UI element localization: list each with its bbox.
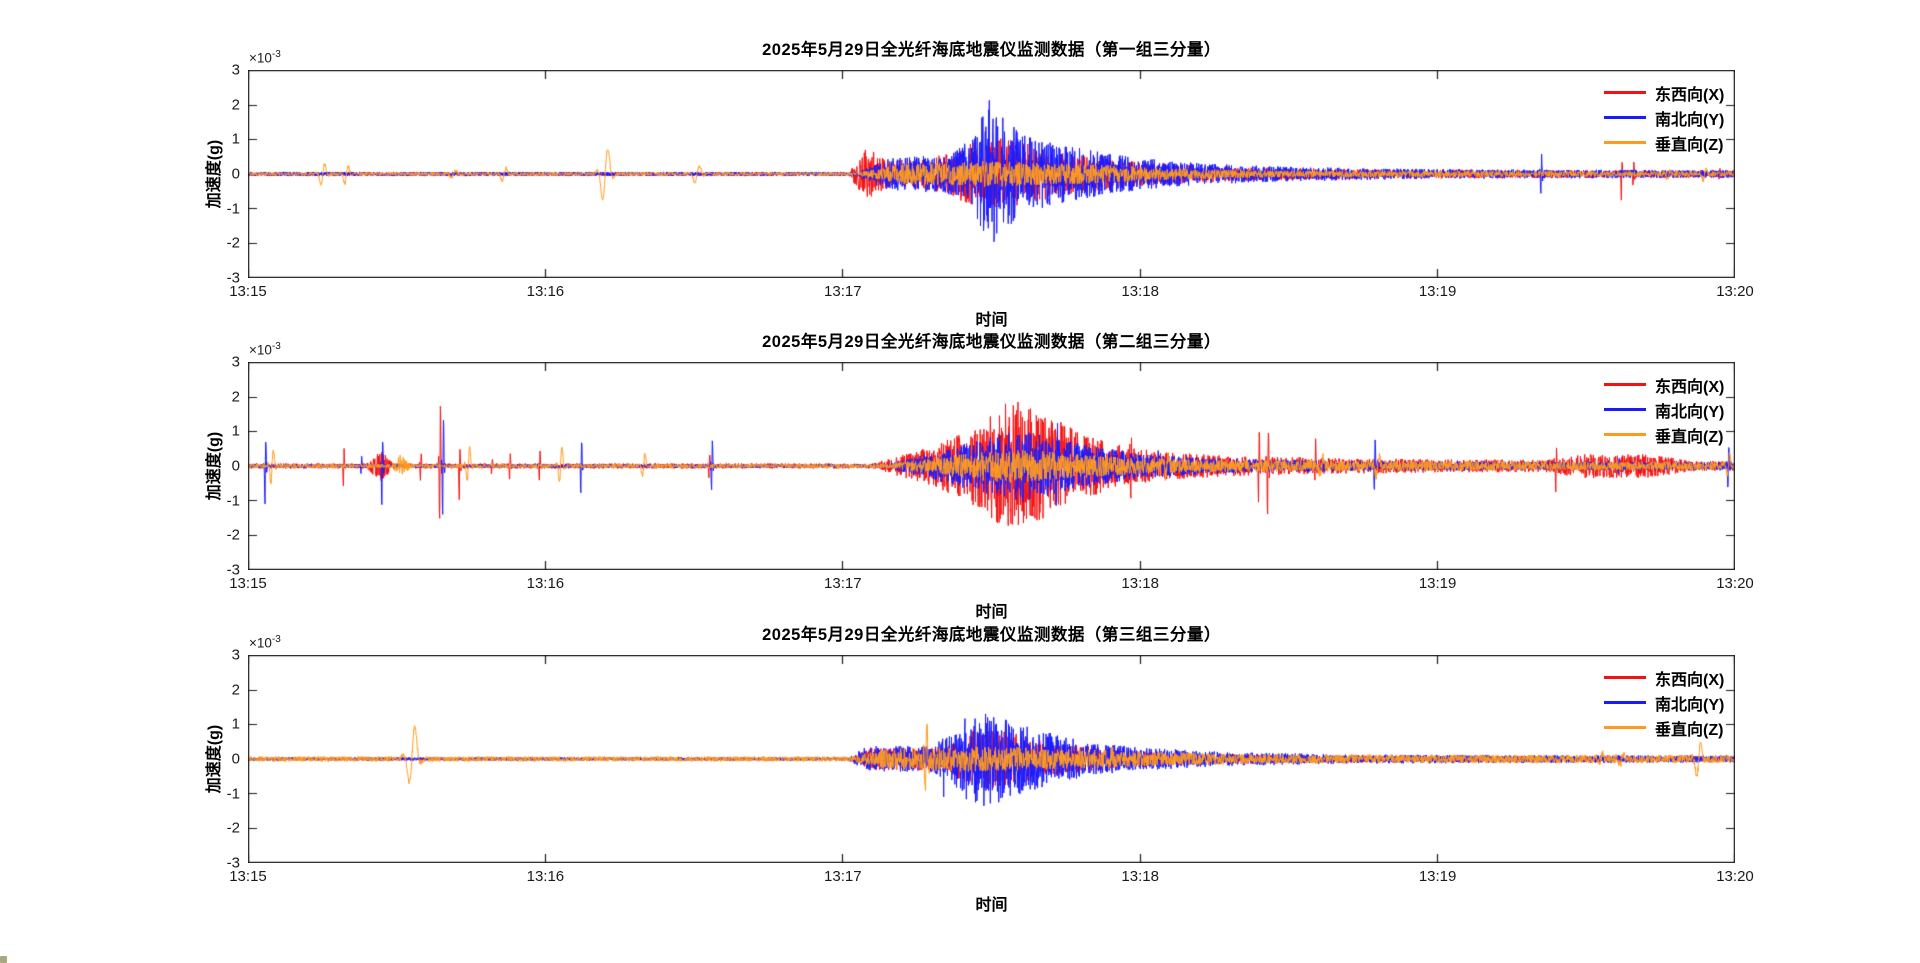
legend: 东西向(X) 南北向(Y) 垂直向(Z): [1604, 374, 1725, 446]
legend-label: 东西向(X): [1655, 671, 1725, 689]
legend-item: 南北向(Y): [1604, 107, 1725, 129]
y-tick-label: 0: [231, 457, 240, 475]
legend-label: 东西向(X): [1655, 86, 1725, 104]
legend-item: 垂直向(Z): [1604, 132, 1724, 154]
plot-title: 2025年5月29日全光纤海底地震仪监测数据（第三组三分量）: [762, 626, 1221, 644]
x-axis-label: 时间: [975, 312, 1008, 329]
y-tick-label: -3: [226, 854, 240, 872]
waveform-canvas: [248, 70, 1735, 278]
legend-label: 垂直向(Z): [1655, 428, 1724, 446]
legend-item: 东西向(X): [1604, 374, 1725, 396]
y-tick-label: 1: [231, 130, 240, 148]
x-axis-label: 时间: [975, 604, 1008, 621]
legend-item: 东西向(X): [1604, 82, 1725, 104]
y-tick-label: -2: [226, 234, 240, 252]
y-tick-label: -3: [226, 269, 240, 287]
legend-label: 垂直向(Z): [1655, 136, 1724, 154]
legend-item: 南北向(Y): [1604, 399, 1725, 421]
legend-line-sample: [1604, 433, 1646, 436]
plot-title: 2025年5月29日全光纤海底地震仪监测数据（第一组三分量）: [762, 41, 1221, 59]
subplot-group3: 2025年5月29日全光纤海底地震仪监测数据（第三组三分量） ×10-3 加速度…: [206, 626, 1754, 914]
legend-line-sample: [1604, 408, 1646, 411]
legend-line-sample: [1604, 726, 1646, 729]
legend-line-sample: [1604, 141, 1646, 144]
x-tick-label: 13:16: [526, 575, 565, 592]
x-tick-label: 13:17: [824, 868, 862, 885]
legend-line-sample: [1604, 116, 1646, 119]
legend-label: 东西向(X): [1655, 378, 1725, 396]
x-tick-label: 13:18: [1121, 283, 1159, 300]
y-tick-label: -2: [226, 526, 240, 544]
x-tick-label: 13:20: [1716, 283, 1754, 300]
x-tick-label: 13:17: [824, 575, 862, 592]
waveform-canvas: [248, 655, 1735, 863]
y-tick-label: 3: [231, 353, 240, 371]
legend-item: 垂直向(Z): [1604, 717, 1724, 739]
legend-line-sample: [1604, 701, 1646, 704]
y-tick-label: 1: [231, 715, 240, 733]
legend: 东西向(X) 南北向(Y) 垂直向(Z): [1604, 82, 1725, 154]
plot-title: 2025年5月29日全光纤海底地震仪监测数据（第二组三分量）: [762, 333, 1221, 351]
x-tick-label: 13:20: [1716, 575, 1754, 592]
x-tick-label: 13:18: [1121, 575, 1159, 592]
x-tick-label: 13:15: [229, 283, 267, 300]
y-axis-scale-label: ×10-3: [249, 341, 281, 358]
x-tick-label: 13:20: [1716, 868, 1754, 885]
legend-item: 南北向(Y): [1604, 692, 1725, 714]
y-tick-label: -3: [226, 561, 240, 579]
y-tick-label: 1: [231, 422, 240, 440]
x-tick-label: 13:19: [1418, 868, 1457, 885]
y-tick-label: -1: [226, 492, 240, 510]
x-tick-label: 13:17: [824, 283, 862, 300]
y-tick-label: 0: [231, 165, 240, 183]
x-tick-label: 13:16: [526, 283, 565, 300]
x-axis-label: 时间: [975, 897, 1008, 914]
x-tick-label: 13:19: [1418, 283, 1457, 300]
legend-line-sample: [1604, 91, 1646, 94]
y-tick-label: 2: [231, 96, 240, 114]
x-tick-label: 13:15: [229, 575, 267, 592]
legend-item: 东西向(X): [1604, 667, 1725, 689]
y-tick-label: 2: [231, 388, 240, 406]
legend: 东西向(X) 南北向(Y) 垂直向(Z): [1604, 667, 1725, 739]
y-axis-scale-label: ×10-3: [249, 634, 281, 651]
x-tick-label: 13:19: [1418, 575, 1457, 592]
y-tick-label: 3: [231, 61, 240, 79]
y-axis-scale-label: ×10-3: [249, 49, 281, 66]
y-tick-label: -2: [226, 819, 240, 837]
legend-label: 南北向(Y): [1655, 696, 1725, 714]
subplot-group2: 2025年5月29日全光纤海底地震仪监测数据（第二组三分量） ×10-3 加速度…: [206, 333, 1754, 621]
x-tick-label: 13:15: [229, 868, 267, 885]
legend-line-sample: [1604, 676, 1646, 679]
legend-label: 垂直向(Z): [1655, 721, 1724, 739]
x-tick-label: 13:16: [526, 868, 565, 885]
legend-label: 南北向(Y): [1655, 403, 1725, 421]
subplot-group1: 2025年5月29日全光纤海底地震仪监测数据（第一组三分量） ×10-3 加速度…: [206, 41, 1754, 329]
y-tick-label: -1: [226, 200, 240, 218]
legend-item: 垂直向(Z): [1604, 424, 1724, 446]
x-tick-label: 13:18: [1121, 868, 1159, 885]
y-tick-label: 0: [231, 750, 240, 768]
y-tick-label: 3: [231, 646, 240, 664]
y-tick-label: 2: [231, 681, 240, 699]
corner-artifact: [0, 956, 7, 963]
legend-line-sample: [1604, 383, 1646, 386]
waveform-canvas: [248, 362, 1735, 570]
y-tick-label: -1: [226, 785, 240, 803]
legend-label: 南北向(Y): [1655, 111, 1725, 129]
